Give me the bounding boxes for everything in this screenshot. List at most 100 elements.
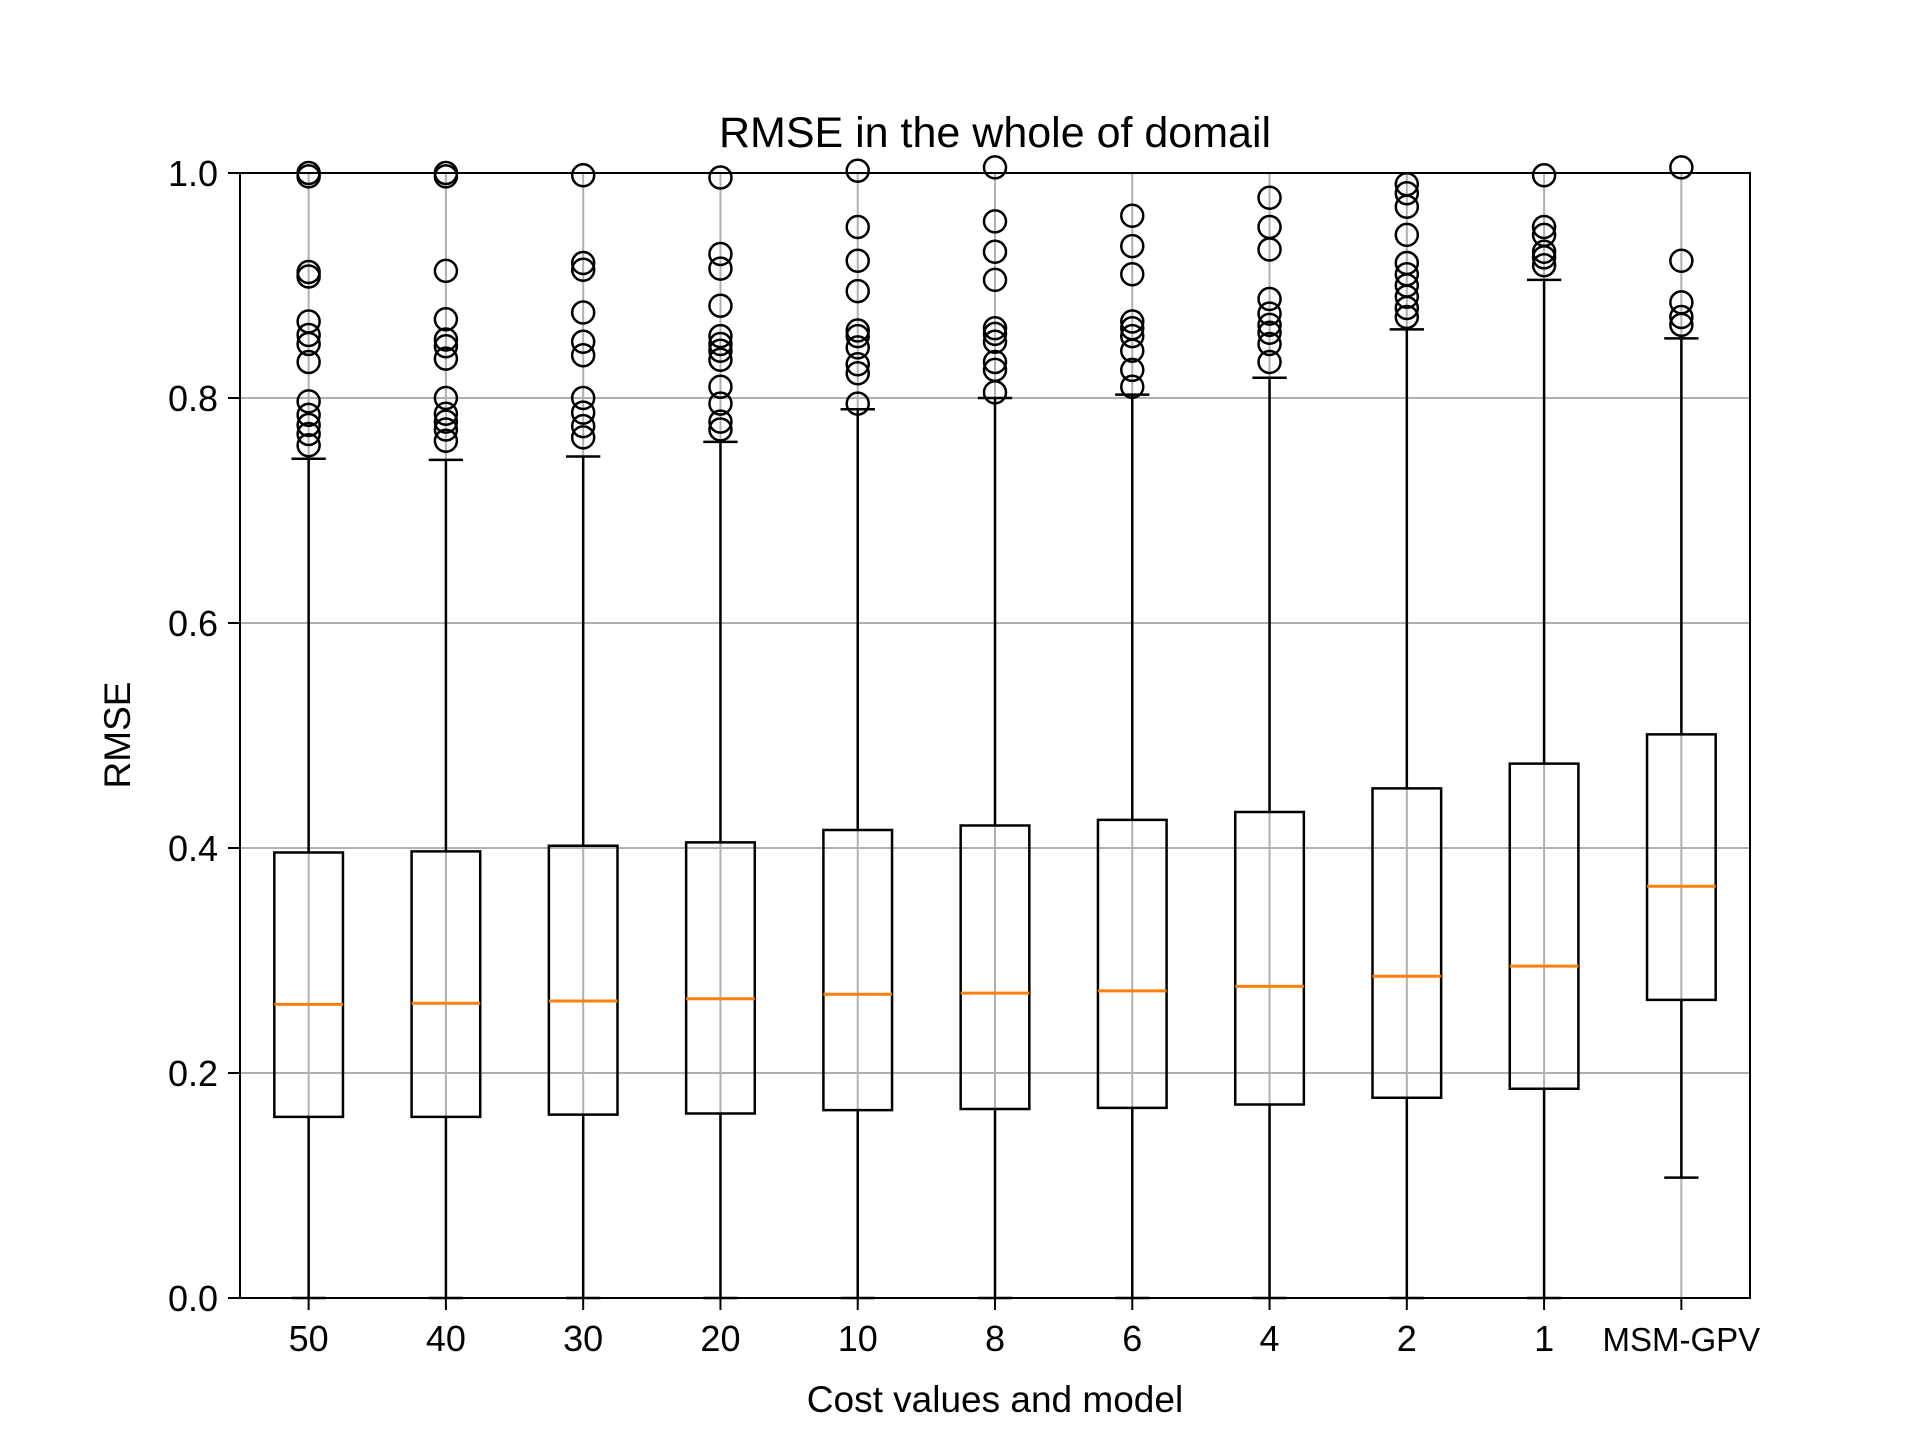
y-axis: 0.0 0.2 0.4 0.6 0.8 1.0 [168, 153, 240, 1319]
outlier-point [1669, 290, 1694, 315]
outlier-point [845, 158, 870, 183]
outlier-point [433, 409, 459, 434]
outlier-point [1120, 262, 1145, 287]
outlier-point [1257, 185, 1282, 210]
outlier-point [1394, 181, 1420, 206]
outlier-point [1531, 222, 1557, 248]
outlier-point [982, 209, 1008, 234]
outlier-point [708, 391, 733, 416]
chart-title: RMSE in the whole of domail [719, 109, 1271, 157]
y-axis-label: RMSE [97, 682, 138, 789]
outlier-point [708, 409, 733, 434]
outlier-point [982, 239, 1008, 264]
outlier-point [570, 425, 596, 450]
x-axis: 50 40 30 20 10 8 6 4 2 1 MSM-GPV [289, 1298, 1761, 1359]
outlier-point [1257, 312, 1282, 338]
box-50 [273, 160, 345, 1300]
iqr-box [1371, 787, 1443, 1099]
outlier-point [433, 385, 459, 411]
outlier-point [708, 323, 733, 349]
outlier-point [296, 322, 321, 348]
outlier-point [296, 389, 321, 414]
iqr-box [822, 828, 894, 1112]
outlier-point [296, 309, 321, 334]
outlier-point [845, 248, 870, 273]
outlier-point [845, 278, 870, 304]
x-tick-label: MSM-GPV [1603, 1321, 1761, 1358]
outlier-point [1120, 374, 1145, 399]
outlier-point [1669, 248, 1694, 273]
outlier-point [1394, 262, 1420, 287]
outlier-point [845, 214, 870, 240]
iqr-box [547, 844, 619, 1116]
outlier-point [1257, 349, 1282, 375]
outlier-point [1257, 331, 1282, 357]
y-tick-label: 0.0 [168, 1278, 218, 1319]
outlier-point [1531, 163, 1557, 188]
outlier-point [1257, 320, 1282, 345]
outlier-point [433, 327, 459, 352]
box-MSM-GPV [1645, 155, 1717, 1179]
x-tick-label: 8 [985, 1318, 1005, 1359]
outlier-point [1531, 253, 1557, 278]
y-tick-label: 1.0 [168, 153, 218, 194]
outlier-point [296, 259, 321, 285]
outlier-point [1394, 222, 1420, 248]
outlier-point [1531, 214, 1557, 240]
outlier-point [982, 267, 1008, 293]
y-tick-label: 0.8 [168, 378, 218, 419]
iqr-box [1096, 818, 1168, 1110]
outlier-point [433, 417, 459, 442]
outlier-point [845, 352, 870, 377]
outlier-point [845, 361, 870, 386]
outlier-point [845, 335, 870, 360]
outlier-point [845, 391, 870, 416]
outlier-point [570, 163, 596, 188]
iqr-box [684, 841, 757, 1115]
outlier-point [433, 307, 459, 332]
x-axis-label: Cost values and model [807, 1379, 1183, 1420]
outlier-point [1120, 316, 1145, 341]
outlier-point [982, 316, 1008, 341]
x-tick-label: 4 [1260, 1318, 1280, 1359]
outlier-point [708, 241, 733, 267]
outlier-point [433, 428, 459, 453]
outlier-point [708, 293, 733, 318]
x-tick-label: 6 [1122, 1318, 1142, 1359]
outlier-point [1669, 304, 1694, 330]
outlier-point [1120, 203, 1145, 228]
outlier-point [1394, 250, 1420, 276]
outlier-point [982, 329, 1008, 354]
x-tick-label: 30 [563, 1318, 603, 1359]
outlier-point [296, 433, 321, 458]
outlier-point [1531, 239, 1557, 264]
outlier-point [570, 329, 596, 354]
outlier-point [708, 347, 733, 372]
x-tick-label: 2 [1397, 1318, 1417, 1359]
outlier-point [296, 421, 321, 447]
outlier-point [1120, 233, 1145, 259]
outlier-point [845, 318, 870, 343]
box-series [273, 155, 1717, 1300]
iqr-box [1508, 762, 1580, 1090]
box-20 [684, 165, 757, 1300]
outlier-point [570, 400, 596, 425]
outlier-point [570, 343, 596, 368]
outlier-point [433, 401, 459, 426]
box-8 [959, 155, 1031, 1300]
outlier-point [570, 413, 596, 439]
x-tick-label: 40 [426, 1318, 466, 1359]
outlier-point [296, 402, 321, 428]
x-tick-label: 50 [289, 1318, 329, 1359]
y-tick-label: 0.6 [168, 603, 218, 644]
outlier-point [708, 374, 733, 399]
y-tick-label: 0.4 [168, 828, 218, 869]
outlier-point [708, 417, 733, 442]
outlier-point [708, 165, 733, 190]
outlier-point [570, 250, 596, 276]
iqr-box [959, 824, 1031, 1111]
outlier-point [433, 258, 459, 284]
outlier-point [570, 257, 596, 282]
outlier-point [433, 334, 459, 359]
